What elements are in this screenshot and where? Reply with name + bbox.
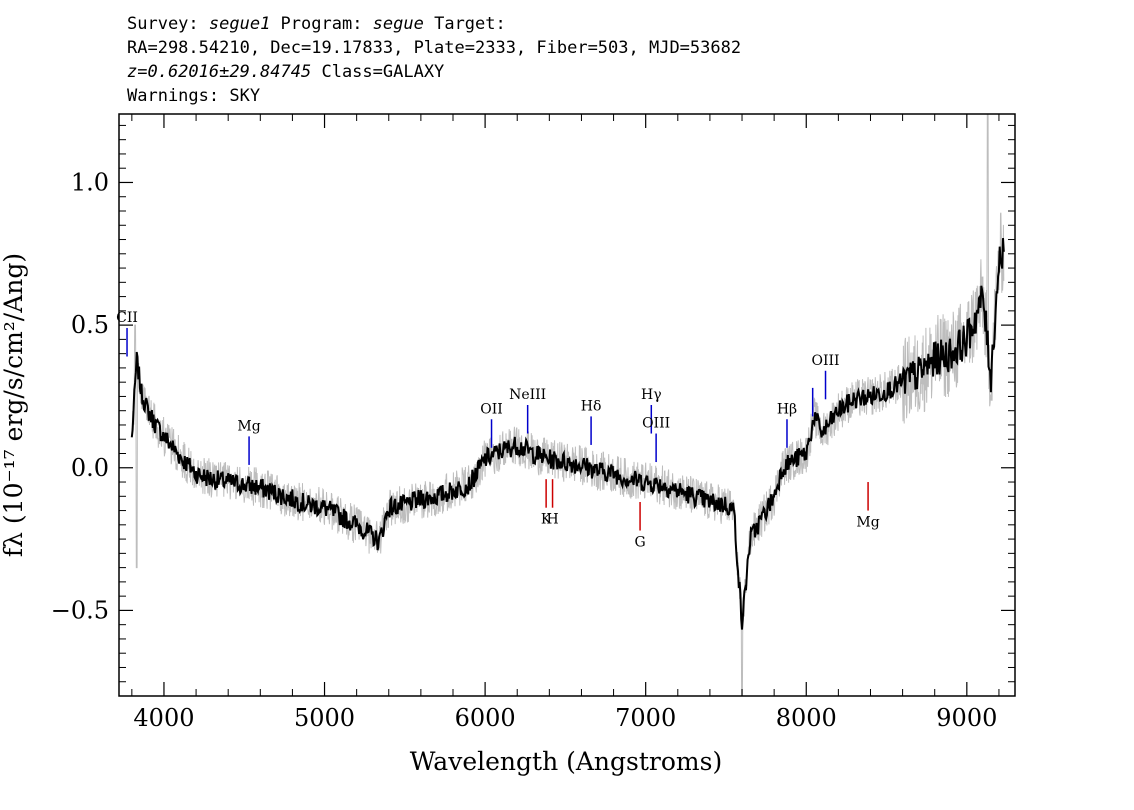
y-tick-label: 1.0 — [71, 168, 109, 196]
line-marker-label: K — [541, 512, 552, 528]
error-band-line — [131, 113, 1005, 697]
header-line-survey: Survey: segue1 Program: segue Target: — [127, 14, 506, 34]
x-tick-label: 6000 — [455, 704, 516, 732]
x-tick-label: 8000 — [776, 704, 837, 732]
redshift-value: z=0.62016±29.84745 — [127, 62, 312, 82]
line-marker-label: Mg — [856, 515, 879, 531]
header-line-warnings: Warnings: SKY — [127, 86, 261, 106]
x-axis-title: Wavelength (Angstroms) — [410, 747, 722, 776]
flux-line — [130, 238, 1005, 630]
line-marker-label: CII — [116, 310, 138, 326]
x-tick-label: 4000 — [133, 704, 194, 732]
line-marker-label: Mg — [237, 418, 260, 434]
plot-frame — [118, 113, 1016, 697]
spectral-line-markers: CII Mg OII NeIII Hδ Hγ OIII Hβ OIII KH G Mg — [116, 310, 880, 551]
program-value: segue — [372, 14, 424, 34]
x-tick-label: 9000 — [936, 704, 997, 732]
y-tick-label: 0.0 — [71, 454, 109, 482]
error-band-layer — [131, 113, 1005, 697]
line-marker-label: Hδ — [581, 398, 602, 414]
line-marker-label: Hβ — [777, 401, 797, 417]
y-tick-label: −0.5 — [51, 596, 109, 624]
flux-layer — [130, 238, 1005, 630]
x-tick-label: 5000 — [294, 704, 355, 732]
header-line-redshift: z=0.62016±29.84745 Class=GALAXY — [127, 62, 444, 82]
line-marker-label: G — [634, 535, 645, 551]
axis-ticks: 4000 5000 6000 7000 8000 9000 −0.5 0.0 0.5 1.0 — [51, 114, 1015, 732]
line-marker-label: Hγ — [641, 387, 662, 403]
x-tick-label: 7000 — [615, 704, 676, 732]
survey-label: Survey: — [127, 14, 209, 34]
class-value: Class=GALAXY — [311, 62, 445, 82]
survey-value: segue1 — [208, 14, 271, 34]
line-marker-label: OII — [480, 401, 503, 417]
line-marker-label: H — [546, 512, 558, 528]
header-line-coordinates: RA=298.54210, Dec=19.17833, Plate=2333, … — [127, 38, 742, 58]
line-marker-label: OIII — [642, 416, 670, 432]
target-label: Target: — [423, 14, 506, 34]
line-marker-label: OIII — [811, 353, 839, 369]
program-label: Program: — [270, 14, 373, 34]
line-marker-label: NeIII — [509, 387, 546, 403]
y-axis-title: fλ (10⁻¹⁷ erg/s/cm²/Ang) — [0, 253, 28, 557]
y-tick-label: 0.5 — [71, 311, 109, 339]
